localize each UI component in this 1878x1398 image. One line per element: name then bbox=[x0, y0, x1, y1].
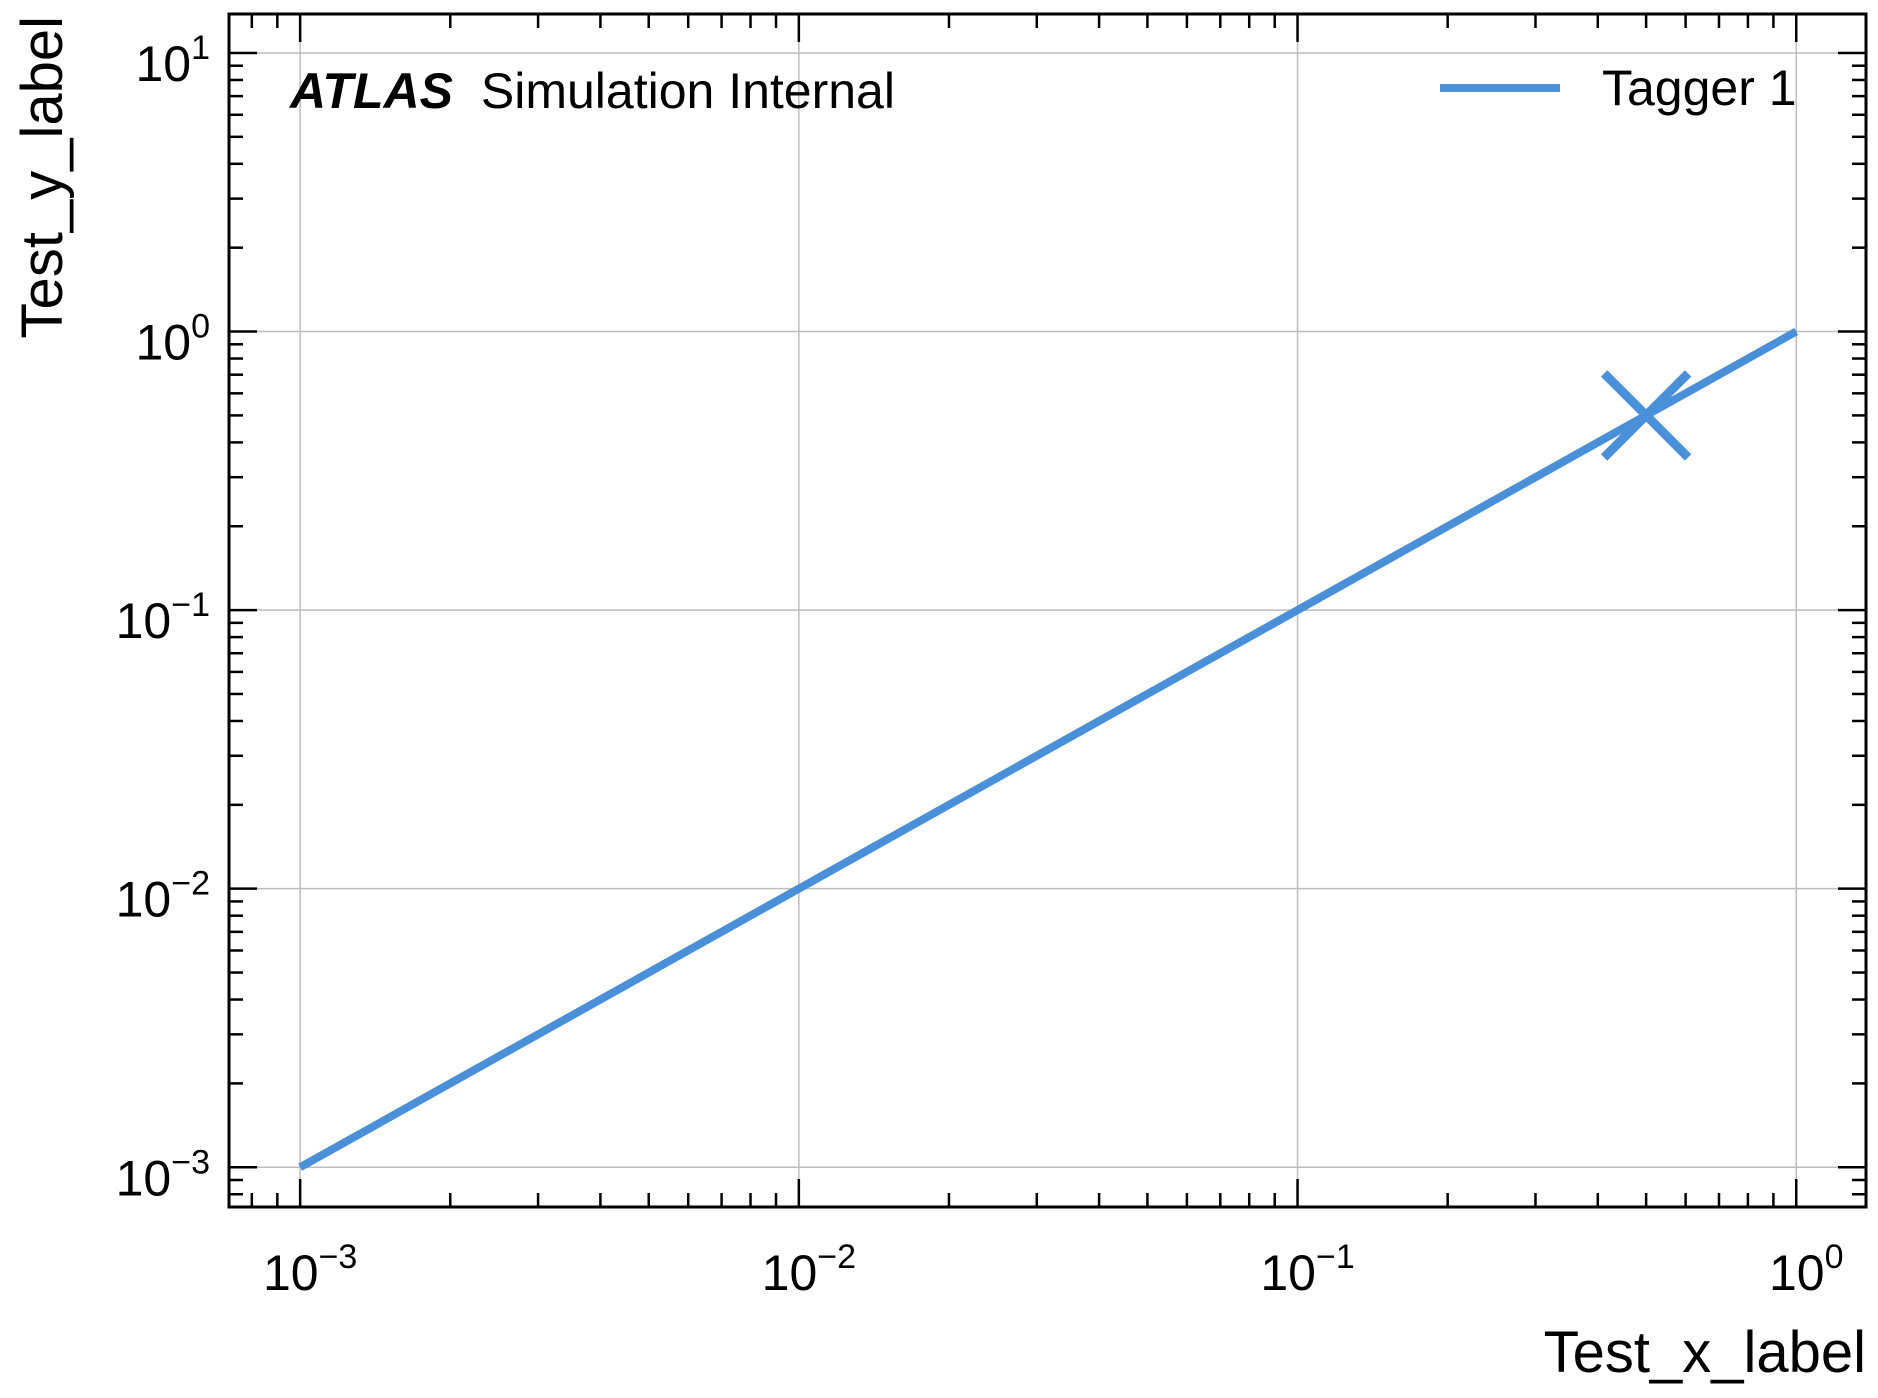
atlas-label-text: Simulation Internal bbox=[481, 63, 895, 119]
y-tick-label: 10−3 bbox=[116, 1143, 210, 1206]
x-tick-label: 10−1 bbox=[1260, 1238, 1354, 1301]
y-tick-label: 10−1 bbox=[116, 586, 210, 649]
y-tick-label: 101 bbox=[135, 29, 210, 92]
legend-label-tagger-1: Tagger 1 bbox=[1602, 60, 1797, 116]
x-tick-label: 10−2 bbox=[762, 1238, 856, 1301]
atlas-label-bold: ATLAS bbox=[288, 63, 453, 119]
y-axis-label: Test_y_label bbox=[10, 16, 75, 338]
series-layer bbox=[298, 328, 1799, 1171]
tick-labels: 10−3 10−2 10−1 100 10−3 10−2 10−1 100 101 bbox=[116, 29, 1844, 1301]
series-line-tagger-1 bbox=[298, 328, 1799, 1171]
plot-frame bbox=[227, 12, 1868, 1209]
atlas-label: ATLAS Simulation Internal bbox=[288, 63, 895, 119]
y-tick-label: 10−2 bbox=[116, 865, 210, 928]
axis-ticks bbox=[229, 14, 1866, 1207]
marker-x bbox=[1600, 370, 1692, 461]
y-tick-label: 100 bbox=[135, 308, 210, 371]
legend: Tagger 1 bbox=[1440, 60, 1797, 116]
grid-lines bbox=[229, 14, 1866, 1207]
x-axis-label: Test_x_label bbox=[1544, 1320, 1866, 1385]
x-tick-label: 10−3 bbox=[263, 1238, 357, 1301]
x-tick-label: 100 bbox=[1769, 1238, 1844, 1301]
